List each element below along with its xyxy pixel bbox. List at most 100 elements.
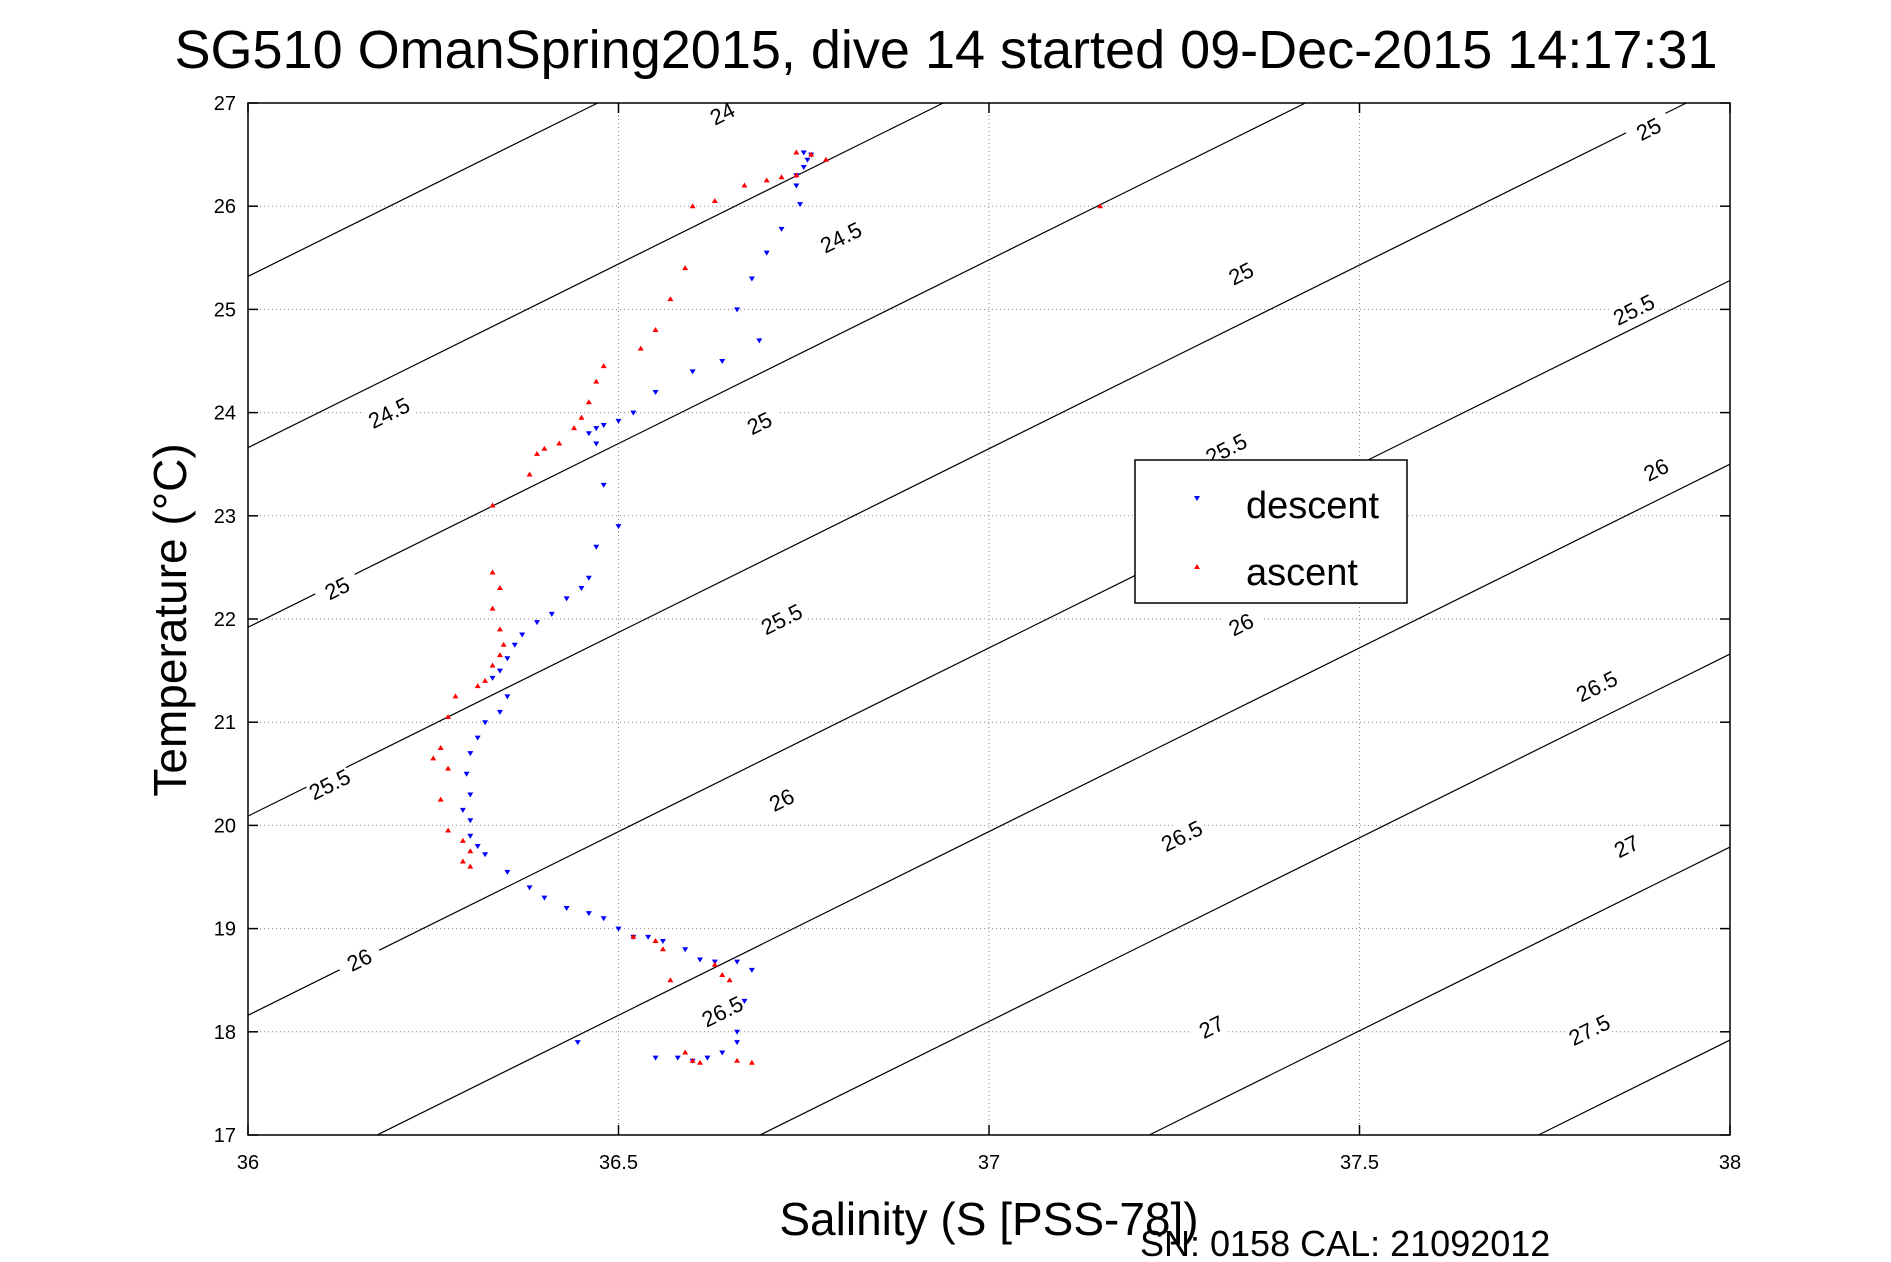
- ascent-point: [496, 652, 503, 658]
- contour-label-group: 27.5: [1563, 1008, 1614, 1051]
- x-tick-label: 36.5: [599, 1152, 638, 1174]
- density-contour-line: [247, 102, 1687, 817]
- ascent-point: [489, 569, 496, 575]
- descent-point: [600, 422, 607, 428]
- descent-point: [541, 895, 548, 901]
- contour-label-bg: [1623, 107, 1674, 149]
- density-contour-labels: 2424.524.52525252525.525.525.525.5262626…: [304, 91, 1681, 1051]
- contour-label-group: 24: [696, 91, 747, 133]
- descent-point: [578, 586, 585, 592]
- descent-point: [600, 916, 607, 922]
- contour-label-bg: [756, 597, 807, 639]
- descent-point: [615, 926, 622, 932]
- contour-label-group: 26: [1630, 447, 1681, 489]
- contour-label-bg: [333, 938, 384, 980]
- descent-point: [504, 694, 511, 700]
- density-contour-line: [247, 102, 1306, 628]
- ascent-point: [541, 445, 548, 451]
- ascent-point: [682, 1049, 689, 1055]
- y-tick-label: 25: [214, 299, 236, 321]
- ascent-point: [474, 683, 481, 689]
- ascent-point: [467, 848, 474, 854]
- descent-point: [748, 276, 755, 282]
- descent-point: [593, 426, 600, 432]
- contour-label-bg: [1608, 287, 1659, 330]
- y-tick-label: 17: [214, 1125, 236, 1147]
- descent-point: [797, 202, 804, 208]
- descent-point: [467, 818, 474, 824]
- contour-label-group: 25: [1623, 107, 1674, 149]
- y-tick-label: 26: [214, 196, 236, 218]
- y-tick-label: 24: [214, 403, 236, 425]
- ascent-point: [667, 977, 674, 983]
- contour-label-bg: [304, 762, 355, 804]
- y-tick-label: 21: [214, 712, 236, 734]
- ascent-point: [445, 765, 452, 771]
- descent-point: [585, 911, 592, 917]
- density-contour-line: [247, 102, 598, 277]
- descent-point: [459, 807, 466, 813]
- contour-label-group: 27: [1600, 824, 1651, 866]
- density-contour-line: [1149, 846, 1731, 1136]
- ascent-point: [667, 296, 674, 302]
- descent-point: [674, 1055, 681, 1061]
- ascent-point: [1097, 203, 1104, 209]
- ascent-point: [689, 1057, 696, 1063]
- ascent-point: [689, 203, 696, 209]
- contour-label-group: 26.5: [696, 989, 747, 1032]
- descent-point: [585, 575, 592, 581]
- y-tick-label: 22: [214, 609, 236, 631]
- ascent-point: [556, 440, 563, 446]
- descent-point: [630, 410, 637, 416]
- contour-label-group: 25.5: [756, 597, 807, 640]
- descent-point: [734, 1029, 741, 1035]
- x-axis-label: Salinity (S [PSS-78]): [779, 1193, 1198, 1245]
- legend-descent-label: descent: [1246, 485, 1380, 527]
- descent-point: [463, 771, 470, 777]
- ascent-point: [793, 149, 800, 155]
- ascent-point: [533, 450, 540, 456]
- descent-point: [763, 250, 770, 256]
- legend-box: [1134, 459, 1408, 604]
- contour-label-bg: [733, 401, 784, 443]
- ascent-point: [445, 714, 452, 720]
- ascent-point: [445, 827, 452, 833]
- legend-ascent-marker: [1194, 564, 1200, 569]
- descent-point: [734, 307, 741, 313]
- ascent-point: [719, 972, 726, 978]
- descent-point: [489, 675, 496, 681]
- contour-label-bg: [696, 989, 747, 1031]
- descent-point: [645, 934, 652, 940]
- descent-point: [563, 905, 570, 911]
- descent-point: [615, 524, 622, 530]
- contour-label-bg: [1630, 447, 1681, 489]
- ascent-point: [437, 796, 444, 802]
- descent-point: [482, 852, 489, 858]
- contour-label-bg: [1156, 814, 1207, 856]
- descent-point: [652, 389, 659, 395]
- ascent-point: [682, 265, 689, 271]
- y-tick-label: 23: [214, 506, 236, 528]
- chart-title: SG510 OmanSpring2015, dive 14 started 09…: [174, 20, 1717, 80]
- ascent-point: [778, 174, 785, 180]
- contour-label-group: 25.5: [1608, 287, 1659, 331]
- ascent-point: [489, 605, 496, 611]
- ascent-point: [459, 837, 466, 843]
- ascent-point: [500, 641, 507, 647]
- grid-lines: [248, 103, 1730, 1135]
- ascent-point: [600, 363, 607, 369]
- ascent-point: [578, 414, 585, 420]
- descent-point: [756, 338, 763, 344]
- descent-point: [519, 632, 526, 638]
- density-contours: [247, 102, 1731, 1136]
- contour-label-group: 24.5: [363, 391, 414, 434]
- descent-point: [474, 735, 481, 741]
- descent-point: [697, 957, 704, 963]
- ascent-point: [430, 755, 437, 761]
- ascent-point: [437, 745, 444, 750]
- legend-ascent-label: ascent: [1246, 552, 1358, 594]
- x-tick-label: 37.5: [1340, 1152, 1379, 1174]
- contour-label-bg: [1571, 664, 1622, 706]
- x-tick-label: 37: [978, 1152, 1000, 1174]
